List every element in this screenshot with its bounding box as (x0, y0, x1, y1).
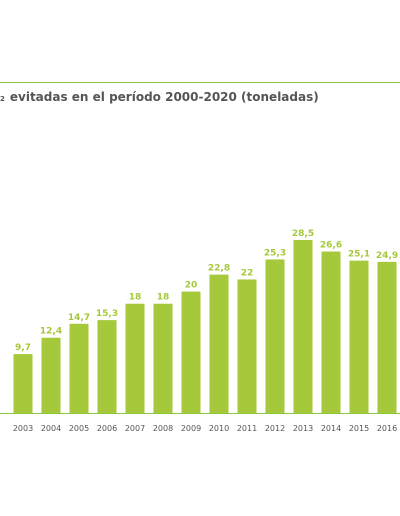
top-rule (0, 82, 400, 83)
bar-2008 (153, 303, 173, 413)
bar-2014 (321, 251, 341, 413)
bar-2009 (181, 291, 201, 413)
tick-label-2011: 2011 (237, 424, 257, 433)
value-label-2009: 20 (185, 281, 198, 291)
bar-2005 (69, 323, 89, 413)
value-labels-group: 9,7 12,4 14,7 15,3 18 18 20 22,8 22 25,3 28,5 26,6 2… (15, 229, 398, 353)
value-label-2013: 28,5 (292, 229, 314, 239)
value-label-2008: 18 (157, 293, 170, 303)
tick-label-2012: 2012 (265, 424, 285, 433)
tick-label-2010: 2010 (209, 424, 229, 433)
value-label-2005: 14,7 (68, 313, 90, 323)
tick-label-2008: 2008 (153, 424, 173, 433)
tick-label-2006: 2006 (97, 424, 117, 433)
value-label-2012: 25,3 (264, 248, 286, 258)
value-label-2015: 25,1 (348, 250, 370, 260)
bar-2007 (125, 303, 145, 413)
value-label-2016: 24,9 (376, 251, 398, 261)
bar-2015 (349, 260, 369, 413)
tick-label-2009: 2009 (181, 424, 201, 433)
bar-2010 (209, 274, 229, 413)
tick-label-2013: 2013 (293, 424, 313, 433)
bar-2012 (265, 259, 285, 413)
bars-group (13, 240, 397, 413)
bar-2004 (41, 337, 61, 413)
value-label-2004: 12,4 (40, 327, 62, 337)
tick-label-2014: 2014 (321, 424, 341, 433)
bar-2006 (97, 320, 117, 413)
value-label-2003: 9,7 (15, 343, 31, 353)
value-label-2011: 22 (241, 268, 254, 278)
tick-label-2015: 2015 (349, 424, 369, 433)
chart-title: 2 evitadas en el período 2000-2020 (tonel… (0, 90, 319, 104)
tick-labels-group: 2200320042005200620072008200920102011201… (13, 424, 397, 433)
bar-2016 (377, 261, 397, 413)
value-label-2007: 18 (129, 293, 142, 303)
bar-2013 (293, 240, 313, 413)
bar-2003 (13, 354, 33, 413)
title-subscript: 2 (0, 95, 5, 103)
tick-label-2016: 2016 (377, 424, 397, 433)
tick-label-2005: 2005 (69, 424, 89, 433)
value-label-2010: 22,8 (208, 264, 230, 274)
tick-label-2004: 2004 (41, 424, 61, 433)
tick-label-2003: 2003 (13, 424, 33, 433)
title-text: evitadas en el período 2000-2020 (tonela… (9, 90, 319, 104)
value-label-2006: 15,3 (96, 309, 118, 319)
tick-label-2007: 2007 (125, 424, 145, 433)
value-label-2014: 26,6 (320, 241, 342, 251)
bar-2011 (237, 279, 257, 413)
